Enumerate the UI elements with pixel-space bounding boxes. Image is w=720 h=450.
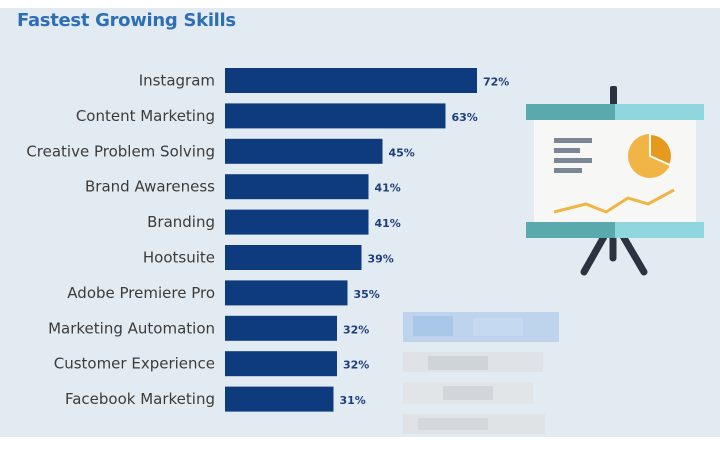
category-label: Content Marketing — [76, 107, 215, 125]
value-label: 32% — [343, 359, 369, 372]
value-label: 31% — [340, 394, 366, 407]
category-label: Instagram — [139, 72, 215, 90]
presentation-easel-icon — [526, 86, 704, 276]
value-label: 72% — [483, 76, 509, 89]
value-label: 63% — [452, 111, 478, 124]
bar — [225, 209, 369, 235]
bar — [225, 68, 477, 93]
bar — [225, 386, 334, 412]
category-label: Facebook Marketing — [65, 390, 215, 408]
value-label: 32% — [343, 323, 369, 336]
category-label: Branding — [147, 213, 215, 231]
bar — [225, 351, 337, 377]
value-label: 41% — [375, 217, 401, 230]
category-label: Adobe Premiere Pro — [67, 284, 215, 302]
category-label: Creative Problem Solving — [26, 142, 215, 160]
bar — [225, 174, 369, 200]
bar — [225, 245, 362, 270]
blurred-watermark — [403, 312, 563, 436]
bar — [225, 138, 383, 164]
category-label: Marketing Automation — [48, 319, 215, 337]
bar — [225, 280, 348, 306]
value-label: 35% — [354, 288, 380, 301]
value-label: 41% — [375, 182, 401, 195]
bar — [225, 103, 446, 129]
chart-title: Fastest Growing Skills — [17, 10, 236, 31]
bar — [225, 315, 337, 341]
category-label: Hootsuite — [143, 249, 215, 267]
category-label: Brand Awareness — [85, 178, 215, 196]
value-label: 45% — [389, 146, 415, 159]
category-label: Customer Experience — [54, 355, 215, 373]
value-label: 39% — [368, 253, 394, 266]
